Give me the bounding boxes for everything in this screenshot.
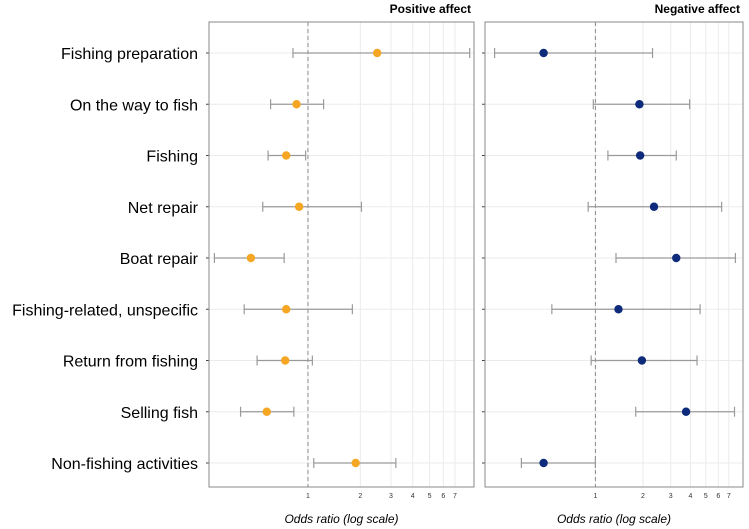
positive-affect-x-tick-label-2: 2 — [358, 493, 362, 500]
negative-affect-estimate-point-net-repair — [650, 203, 658, 211]
positive-affect-row-non-fishing-activities — [314, 458, 396, 468]
positive-affect-x-tick-label-5: 5 — [428, 493, 432, 500]
negative-affect-estimate-point-selling-fish — [682, 408, 690, 416]
negative-affect-row-boat-repair — [616, 253, 735, 263]
negative-affect-row-on-the-way-to-fish — [593, 99, 689, 109]
positive-affect-row-on-the-way-to-fish — [271, 99, 324, 109]
negative-affect-x-tick-label-2: 2 — [641, 493, 645, 500]
positive-affect-estimate-point-non-fishing-activities — [351, 459, 359, 467]
positive-affect-estimate-point-fishing-preparation — [373, 49, 381, 57]
row-label-return-from-fishing: Return from fishing — [63, 354, 198, 371]
negative-affect-row-fishing — [608, 151, 676, 161]
panel-negative-affect: Negative affect 1 2 3 4 5 6 7 Odds ratio (log sc… — [482, 2, 743, 526]
negative-affect-row-return-from-fishing — [591, 356, 697, 366]
negative-affect-estimate-point-fishing — [636, 151, 644, 159]
panel-positive-affect: Positive affect 1 2 3 4 5 6 7 Odds ratio (log sc… — [206, 2, 474, 526]
row-label-fishing: Fishing — [146, 149, 198, 166]
negative-affect-x-tick-label-4: 4 — [689, 493, 693, 500]
negative-affect-x-axis-label: Odds ratio (log scale) — [557, 512, 671, 526]
negative-affect-row-non-fishing-activities — [521, 458, 595, 468]
positive-affect-estimate-point-net-repair — [295, 203, 303, 211]
negative-affect-x-tick-label-5: 5 — [704, 493, 708, 500]
positive-affect-estimate-point-return-from-fishing — [281, 356, 289, 364]
negative-affect-row-selling-fish — [636, 407, 735, 417]
positive-affect-estimate-point-on-the-way-to-fish — [292, 100, 300, 108]
row-label-non-fishing-activities: Non-fishing activities — [51, 456, 198, 473]
positive-affect-x-axis-label: Odds ratio (log scale) — [284, 512, 398, 526]
positive-affect-x-tick-label-1: 1 — [306, 493, 310, 500]
negative-affect-row-fishing-preparation — [495, 48, 653, 58]
negative-affect-x-tick-label-1: 1 — [593, 493, 597, 500]
positive-affect-x-tick-label-3: 3 — [389, 493, 393, 500]
row-label-net-repair: Net repair — [128, 200, 199, 217]
positive-affect-row-net-repair — [263, 202, 362, 212]
forest-plot-figure: Fishing preparation On the way to fish Fis… — [0, 0, 749, 529]
row-labels: Fishing preparation On the way to fish Fis… — [12, 46, 199, 473]
positive-affect-row-fishing-related-unspecific — [244, 304, 352, 314]
positive-affect-x-tick-label-7: 7 — [453, 493, 457, 500]
negative-affect-estimate-point-fishing-preparation — [539, 49, 547, 57]
positive-affect-row-return-from-fishing — [257, 356, 312, 366]
negative-affect-row-net-repair — [588, 202, 721, 212]
positive-affect-estimate-point-selling-fish — [263, 408, 271, 416]
negative-affect-estimate-point-non-fishing-activities — [539, 459, 547, 467]
positive-affect-title: Positive affect — [390, 2, 471, 16]
positive-affect-estimate-point-boat-repair — [247, 254, 255, 262]
row-label-on-the-way-to-fish: On the way to fish — [70, 97, 198, 114]
negative-affect-estimate-point-on-the-way-to-fish — [635, 100, 643, 108]
row-label-boat-repair: Boat repair — [120, 251, 199, 268]
negative-affect-title: Negative affect — [655, 2, 740, 16]
positive-affect-row-boat-repair — [214, 253, 284, 263]
positive-affect-estimate-point-fishing-related-unspecific — [282, 305, 290, 313]
negative-affect-x-tick-label-7: 7 — [727, 493, 731, 500]
row-label-fishing-preparation: Fishing preparation — [61, 46, 198, 63]
negative-affect-frame — [485, 22, 743, 487]
negative-affect-x-tick-label-6: 6 — [716, 493, 720, 500]
negative-affect-estimate-point-boat-repair — [672, 254, 680, 262]
negative-affect-estimate-point-fishing-related-unspecific — [614, 305, 622, 313]
positive-affect-x-tick-label-4: 4 — [411, 493, 415, 500]
positive-affect-row-selling-fish — [241, 407, 294, 417]
positive-affect-x-tick-label-6: 6 — [441, 493, 445, 500]
positive-affect-row-fishing — [268, 151, 306, 161]
negative-affect-estimate-point-return-from-fishing — [638, 356, 646, 364]
row-label-fishing-related-unspecific: Fishing-related, unspecific — [12, 302, 198, 319]
row-label-selling-fish: Selling fish — [121, 405, 198, 422]
negative-affect-x-tick-label-3: 3 — [669, 493, 673, 500]
negative-affect-row-fishing-related-unspecific — [552, 304, 700, 314]
positive-affect-estimate-point-fishing — [282, 151, 290, 159]
